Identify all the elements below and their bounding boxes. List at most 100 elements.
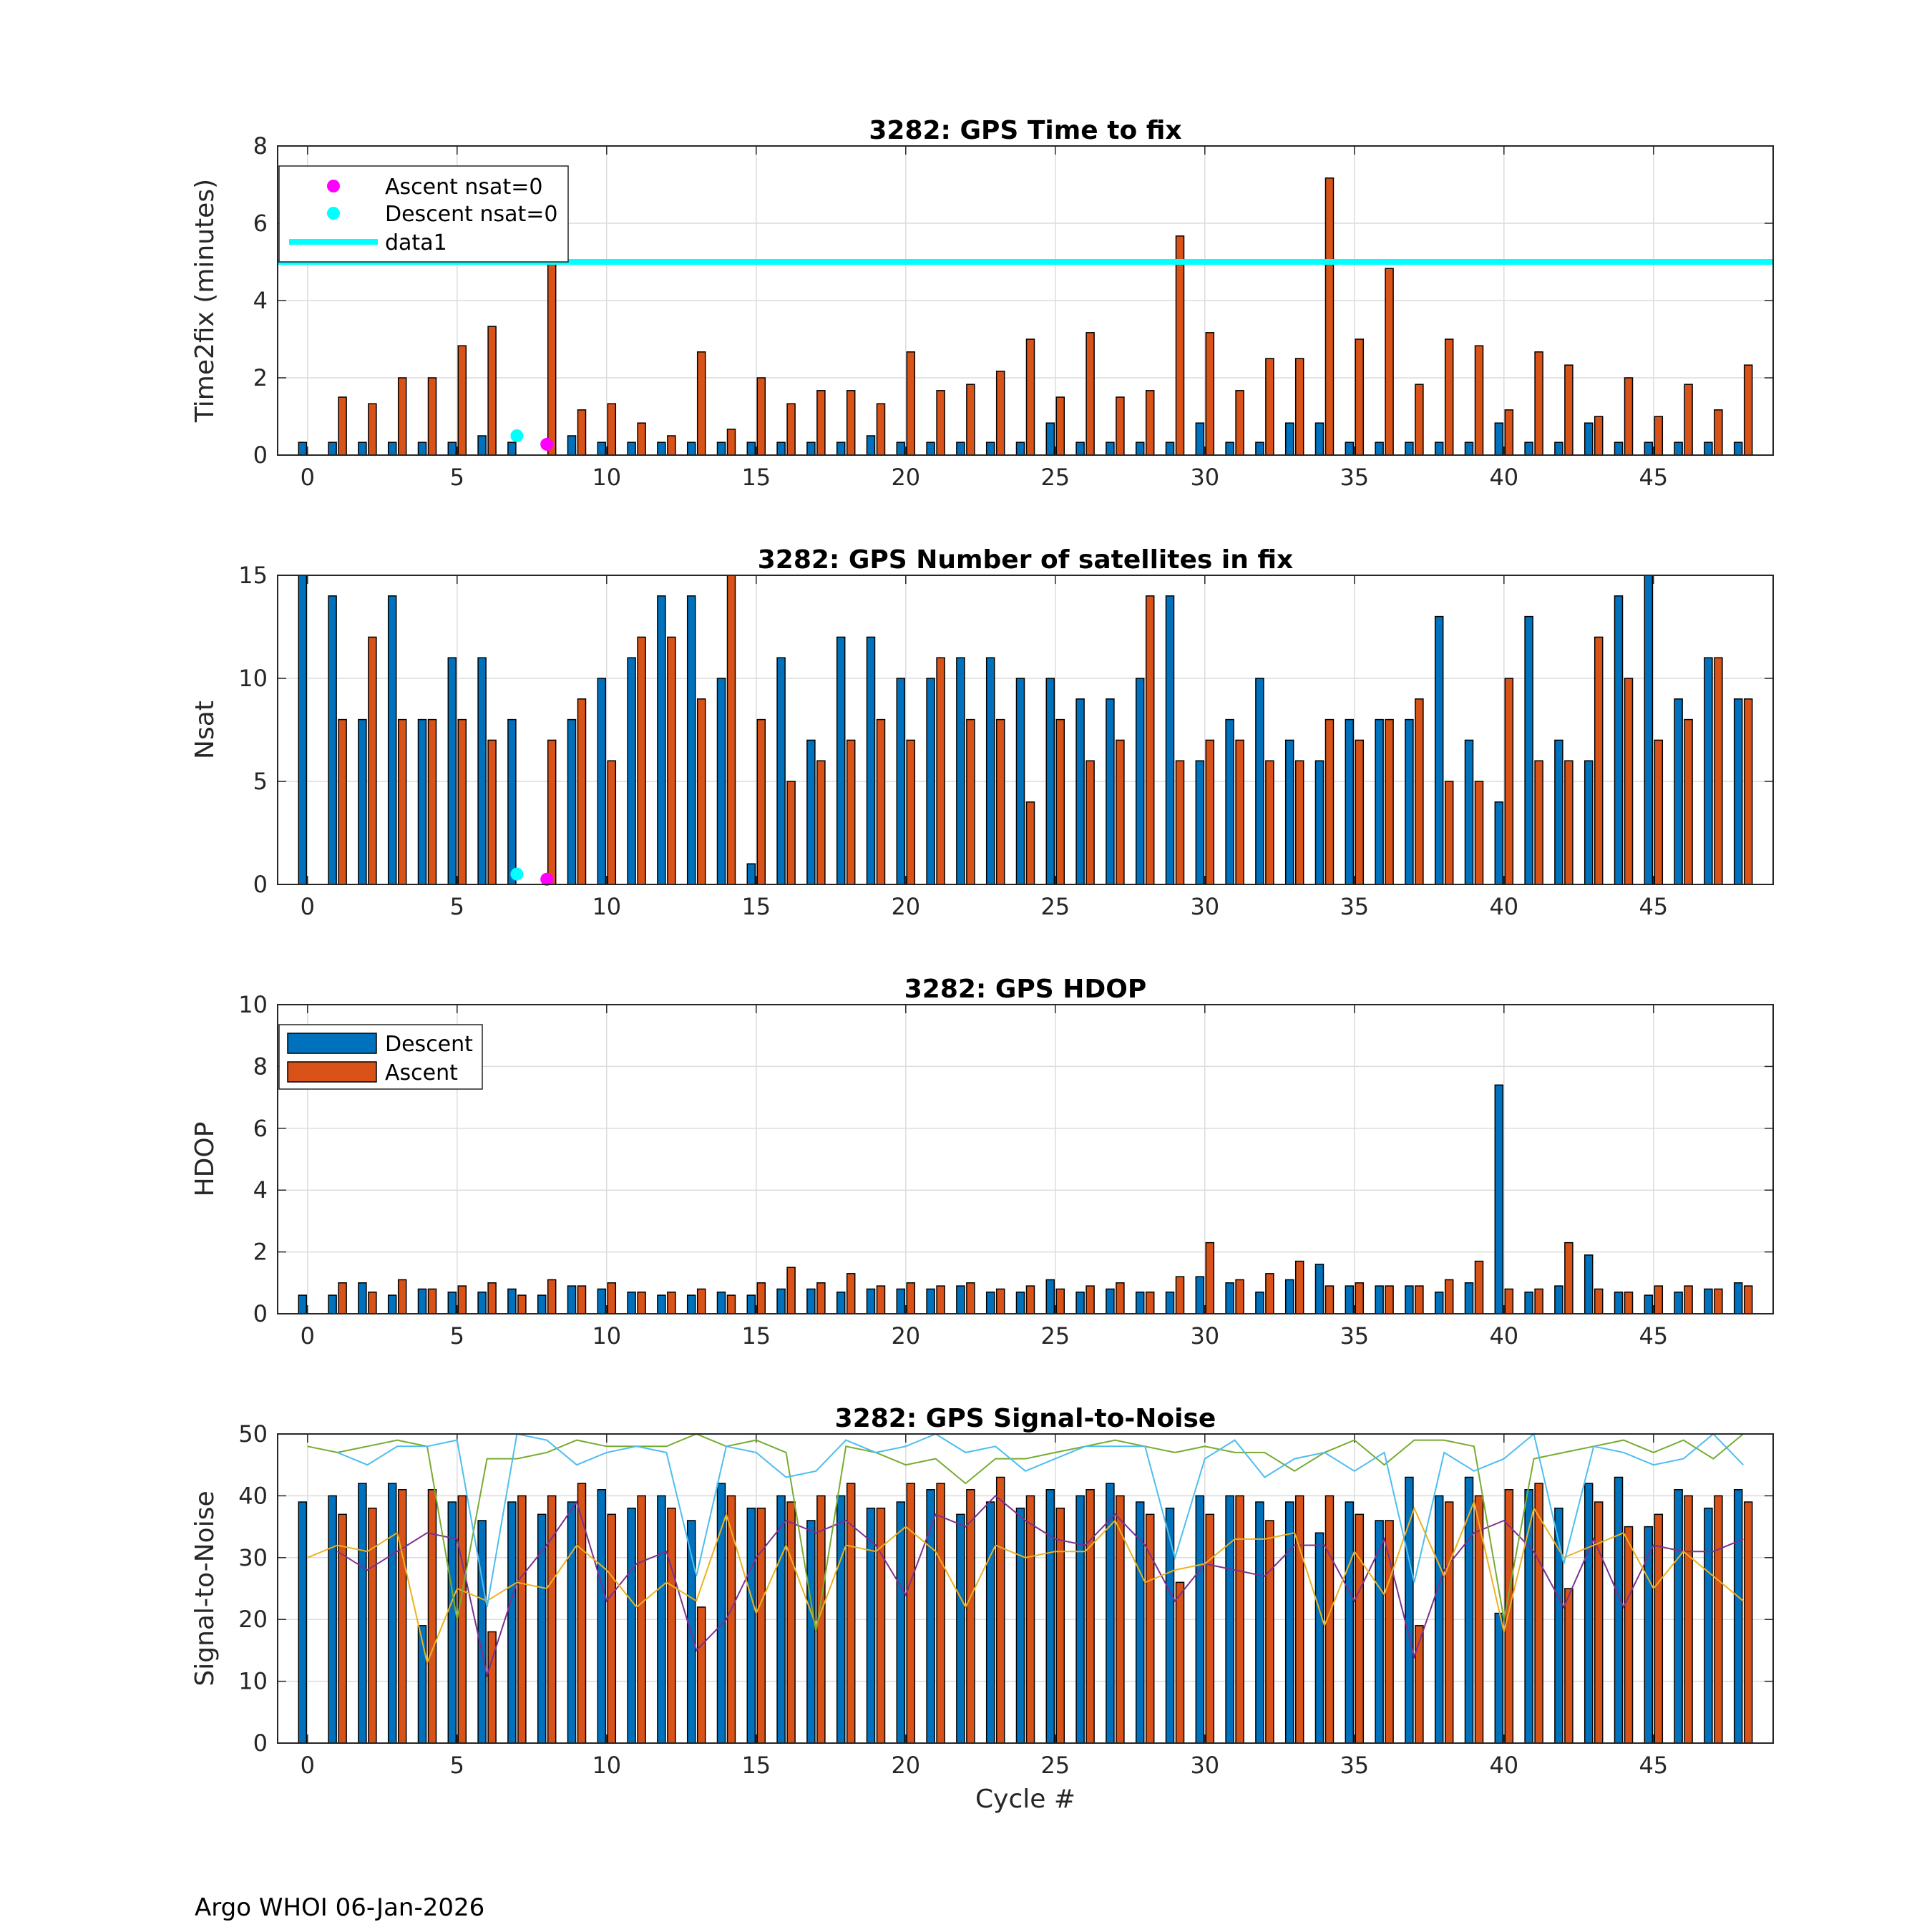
ascent-bar [1235,1495,1244,1744]
descent-bar [1494,801,1504,885]
ascent-bar [1235,1279,1244,1314]
descent-bar [1674,1489,1683,1744]
chart-title: 3282: GPS Signal-to-Noise [835,1404,1216,1433]
descent-bar [985,657,995,885]
ascent-bar [547,261,557,456]
ascent-bar [966,384,975,456]
ascent-bar [1235,390,1244,456]
descent-bar [1255,1501,1264,1744]
x-tick-label: 15 [741,893,771,920]
ascent-bar [696,698,706,885]
descent-bar [1644,1294,1654,1314]
ascent-bar [1055,1288,1065,1314]
ascent-bar [1684,1495,1693,1744]
ascent-bar [577,409,587,456]
descent-bar [1674,1292,1683,1314]
descent-bar [1045,1279,1055,1314]
ascent-bar [1624,377,1634,456]
descent-bar [956,1285,965,1314]
descent-bar [1165,441,1175,456]
ascent-bar [966,1489,975,1744]
descent-bar [985,1292,995,1314]
ascent-bar [1385,268,1394,456]
descent-bar [1584,422,1594,456]
descent-bar [387,595,397,885]
descent-bar [806,441,816,456]
ascent-bar [1743,698,1753,885]
legend-ascent-marker [327,180,340,192]
descent-bar [985,1501,995,1744]
ascent-bar [756,377,766,456]
descent-bar [1345,1501,1355,1744]
ascent-bar [1474,1260,1484,1314]
descent-bar [866,435,876,456]
ascent-bar [1294,1495,1304,1744]
ascent-bar [457,1285,467,1314]
descent-bar [1015,441,1025,456]
descent-bar [1106,441,1115,456]
descent-bar [1464,1476,1474,1744]
descent-bar [1255,678,1264,885]
descent-bar [1674,698,1683,885]
ascent-bar [1534,351,1543,456]
descent-bar [1135,678,1145,885]
x-tick-label: 45 [1639,1752,1668,1779]
descent-bar [836,1495,846,1744]
ascent-bar [1415,1285,1424,1314]
x-tick-label: 0 [301,1322,315,1350]
ascent-bar [1116,739,1125,885]
descent-bar [507,441,517,456]
y-tick-label: 10 [238,991,268,1018]
descent-bar [716,441,726,456]
descent-bar [1165,1292,1175,1314]
ascent-bar [936,657,945,885]
descent-bar [1494,1084,1504,1314]
y-tick-label: 50 [238,1420,268,1448]
ascent-bar [756,1282,766,1314]
descent-bar [746,863,756,885]
descent-bar [657,1294,666,1314]
x-tick-label: 5 [450,1752,464,1779]
descent-bar [776,441,786,456]
ascent-bar [906,739,916,885]
descent-bar [507,1501,517,1744]
descent-bar [477,1520,487,1744]
descent-bar [1733,1282,1743,1314]
ascent-bar [1116,1282,1125,1314]
descent-bar [1704,1288,1713,1314]
plot-area [278,575,1773,884]
descent-bar [1314,422,1324,456]
x-tick-label: 5 [450,893,464,920]
descent-bar [597,441,607,456]
descent-bar [686,1294,696,1314]
descent-bar [716,1292,726,1314]
ascent-bar [667,1507,676,1744]
descent-bar [447,657,457,885]
descent-bar [1284,739,1294,885]
descent-bar [298,441,308,456]
descent-bar [1434,1495,1444,1744]
y-axis-label: HDOP [190,1122,220,1197]
y-tick-label: 4 [253,1176,268,1204]
descent-bar [1704,657,1713,885]
y-axis-label: Signal-to-Noise [190,1491,220,1686]
descent-bar [328,1495,337,1744]
descent-bar [1284,422,1294,456]
descent-bar [1135,441,1145,456]
ascent-bar [1415,384,1424,456]
x-tick-label: 5 [450,464,464,491]
ascent-bar [696,351,706,456]
snr-line-purple [337,1495,1744,1678]
descent-bar [1584,1483,1594,1744]
ascent-bar [816,390,826,456]
ascent-bar [607,403,617,456]
ascent-bar [1444,338,1454,456]
descent-bar [387,1483,397,1744]
x-tick-label: 30 [1190,464,1219,491]
ascent-bar [1265,1520,1274,1744]
descent-bar [1674,441,1683,456]
x-tick-label: 15 [741,464,771,491]
ascent-bar [1294,760,1304,885]
descent-bar [657,441,666,456]
ascent-bar [1624,1526,1634,1744]
